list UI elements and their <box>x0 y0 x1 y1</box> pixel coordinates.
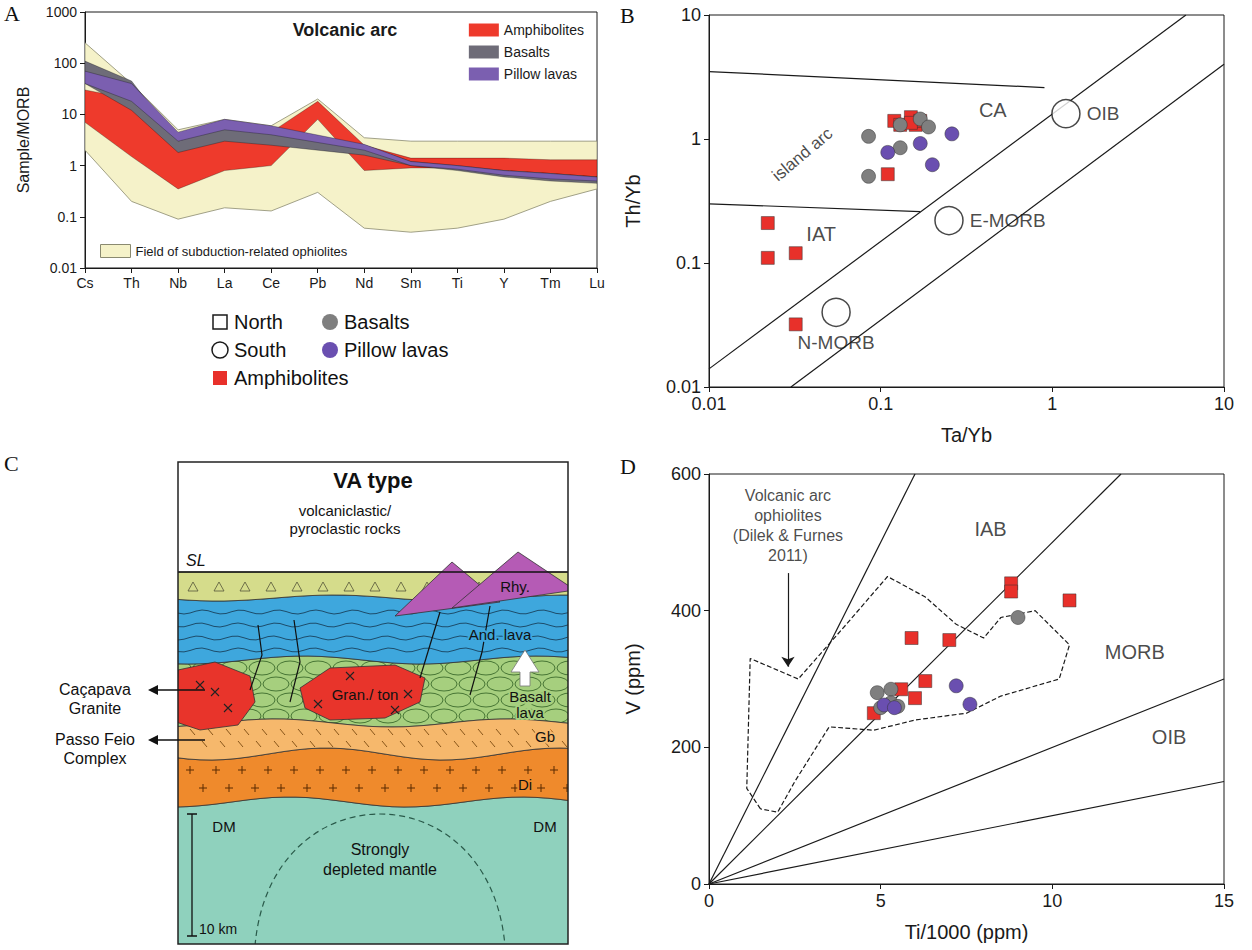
svg-text:Volcanic arc: Volcanic arc <box>745 487 831 504</box>
svg-text:Cs: Cs <box>76 275 93 291</box>
svg-text:Amphibolites: Amphibolites <box>234 367 349 389</box>
svg-text:And. lava: And. lava <box>469 626 532 643</box>
svg-text:Basalt: Basalt <box>509 688 552 705</box>
svg-text:Pillow lavas: Pillow lavas <box>504 66 577 82</box>
svg-text:DM: DM <box>533 818 556 835</box>
svg-text:Th/Yb: Th/Yb <box>622 174 644 227</box>
svg-text:0.1: 0.1 <box>58 209 78 225</box>
svg-text:1: 1 <box>69 158 77 174</box>
svg-text:V (ppm): V (ppm) <box>622 643 644 714</box>
svg-text:Amphibolites: Amphibolites <box>504 22 584 38</box>
svg-text:Th: Th <box>123 275 139 291</box>
svg-text:1000: 1000 <box>46 4 77 20</box>
svg-text:1: 1 <box>1047 394 1057 414</box>
svg-text:Di: Di <box>518 776 532 793</box>
svg-text:Complex: Complex <box>63 750 126 767</box>
svg-text:10 km: 10 km <box>199 921 237 937</box>
svg-text:ophiolites: ophiolites <box>754 507 822 524</box>
svg-text:0.1: 0.1 <box>868 394 893 414</box>
svg-text:10: 10 <box>681 5 701 25</box>
svg-text:5: 5 <box>876 891 886 911</box>
svg-text:Field of subduction-related op: Field of subduction-related ophiolites <box>136 244 348 259</box>
svg-text:IAB: IAB <box>974 518 1006 540</box>
svg-text:2011): 2011) <box>768 547 808 564</box>
svg-text:Sample/MORB: Sample/MORB <box>15 87 32 194</box>
svg-text:600: 600 <box>671 464 701 484</box>
svg-text:100: 100 <box>54 55 78 71</box>
svg-text:volcaniclastic/: volcaniclastic/ <box>299 502 392 519</box>
svg-text:Gb: Gb <box>535 728 555 745</box>
svg-text:Pillow lavas: Pillow lavas <box>344 339 448 361</box>
svg-text:Nd: Nd <box>355 275 373 291</box>
svg-text:OIB: OIB <box>1087 103 1120 124</box>
svg-text:lava: lava <box>516 704 544 721</box>
svg-text:VA type: VA type <box>333 468 412 493</box>
svg-text:Passo Feio: Passo Feio <box>55 731 135 748</box>
svg-text:0.01: 0.01 <box>50 260 77 276</box>
svg-text:Nb: Nb <box>169 275 187 291</box>
svg-text:1: 1 <box>691 129 701 149</box>
svg-text:Caçapava: Caçapava <box>59 681 131 698</box>
svg-text:200: 200 <box>671 737 701 757</box>
svg-text:0.01: 0.01 <box>666 377 701 397</box>
svg-text:Y: Y <box>499 275 509 291</box>
html-text:A: A <box>4 1 20 26</box>
svg-text:Ce: Ce <box>262 275 280 291</box>
svg-text:Granite: Granite <box>69 700 122 717</box>
svg-text:depleted mantle: depleted mantle <box>323 861 437 878</box>
svg-text:South: South <box>234 339 286 361</box>
svg-text:Basalts: Basalts <box>504 44 550 60</box>
svg-text:(Dilek & Furnes: (Dilek & Furnes <box>733 527 843 544</box>
svg-text:15: 15 <box>1214 891 1234 911</box>
svg-text:Basalts: Basalts <box>344 311 410 333</box>
svg-text:10: 10 <box>61 106 77 122</box>
html-text:B: B <box>620 3 635 28</box>
svg-text:Rhy.: Rhy. <box>500 578 530 595</box>
svg-text:Pb: Pb <box>309 275 326 291</box>
svg-text:Lu: Lu <box>589 275 605 291</box>
svg-text:0.1: 0.1 <box>676 253 701 273</box>
svg-text:Ta/Yb: Ta/Yb <box>941 424 992 446</box>
svg-text:400: 400 <box>671 601 701 621</box>
svg-text:MORB: MORB <box>1105 641 1165 663</box>
svg-text:Tm: Tm <box>540 275 560 291</box>
svg-text:0: 0 <box>704 891 714 911</box>
svg-text:pyroclastic rocks: pyroclastic rocks <box>290 520 401 537</box>
html-text:C: C <box>4 451 19 476</box>
svg-text:IAT: IAT <box>806 223 836 245</box>
svg-text:E-MORB: E-MORB <box>970 210 1046 231</box>
svg-text:Sm: Sm <box>400 275 421 291</box>
html-text:D: D <box>620 454 636 479</box>
svg-text:island arc: island arc <box>768 124 836 186</box>
svg-text:La: La <box>217 275 233 291</box>
svg-text:Ti: Ti <box>452 275 463 291</box>
svg-text:North: North <box>234 311 283 333</box>
svg-text:Volcanic arc: Volcanic arc <box>293 20 398 40</box>
svg-text:Ti/1000 (ppm): Ti/1000 (ppm) <box>905 921 1029 943</box>
svg-text:0: 0 <box>691 874 701 894</box>
svg-text:Gran./ ton: Gran./ ton <box>332 686 399 703</box>
svg-text:N-MORB: N-MORB <box>798 332 875 353</box>
svg-text:10: 10 <box>1214 394 1234 414</box>
svg-text:CA: CA <box>979 99 1007 121</box>
svg-text:Strongly: Strongly <box>351 841 410 858</box>
svg-text:0.01: 0.01 <box>691 394 726 414</box>
svg-text:10: 10 <box>1042 891 1062 911</box>
svg-text:OIB: OIB <box>1152 726 1186 748</box>
svg-text:DM: DM <box>212 818 235 835</box>
svg-text:SL: SL <box>186 552 206 569</box>
